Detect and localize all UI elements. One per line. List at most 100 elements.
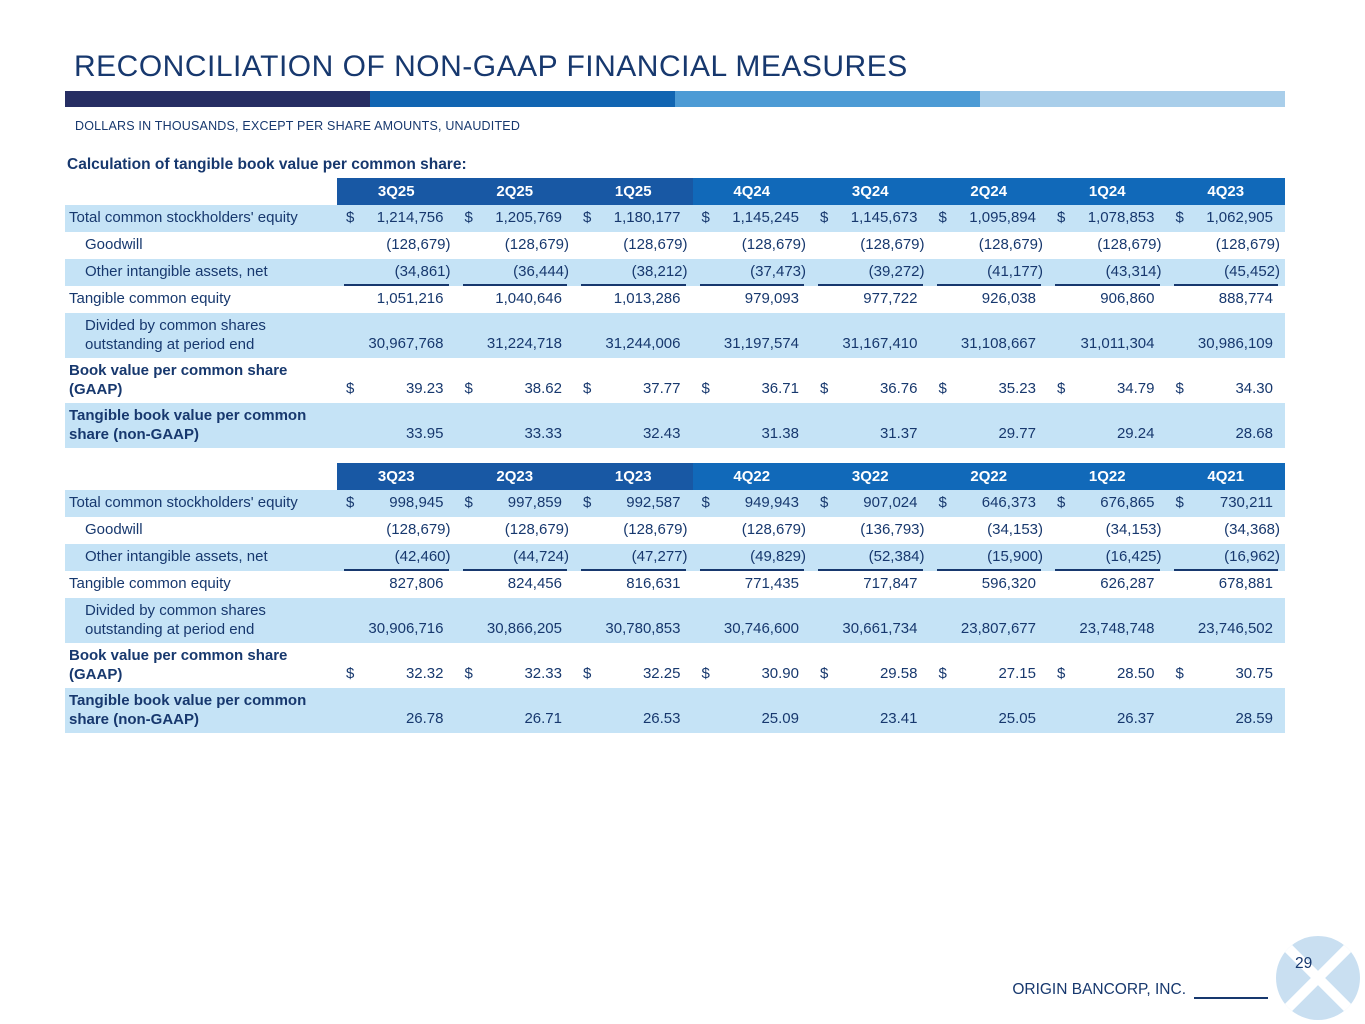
table-row: Tangible common equity 1,051,216 1,040,646… bbox=[65, 286, 1285, 313]
column-header: 3Q25 bbox=[337, 178, 456, 205]
cell-value: 23.41 bbox=[879, 710, 918, 727]
value-cell: $36.71 bbox=[693, 358, 812, 403]
cell-value: 949,943 bbox=[744, 494, 799, 511]
cell-value: (128,679) bbox=[860, 236, 925, 253]
value-cell: (128,679) bbox=[574, 232, 693, 259]
dollar-sign: $ bbox=[346, 209, 355, 226]
cell-value: 824,456 bbox=[507, 575, 562, 592]
value-cell: $646,373 bbox=[930, 490, 1049, 517]
value-cell: (39,272) bbox=[811, 259, 930, 286]
cell-value: (39,272) bbox=[868, 263, 925, 280]
cell-value: (45,452) bbox=[1224, 263, 1280, 280]
cell-value: (36,444) bbox=[513, 263, 569, 280]
column-header: 3Q23 bbox=[337, 463, 456, 490]
row-label: Divided by common shares outstanding at … bbox=[85, 602, 266, 638]
column-header: 1Q25 bbox=[574, 178, 693, 205]
value-cell: 30,780,853 bbox=[574, 598, 693, 643]
footer-line bbox=[1194, 995, 1268, 999]
cell-value: 31,244,006 bbox=[605, 335, 681, 352]
value-cell: 596,320 bbox=[930, 571, 1049, 598]
cell-value: (38,212) bbox=[631, 263, 688, 280]
cell-value: 29.24 bbox=[1116, 425, 1155, 442]
dollar-sign: $ bbox=[1057, 665, 1066, 682]
cell-value: (47,277) bbox=[631, 548, 688, 565]
cell-value: 31,011,304 bbox=[1080, 335, 1155, 352]
value-cell: 626,287 bbox=[1048, 571, 1167, 598]
value-cell: 926,038 bbox=[930, 286, 1049, 313]
cell-value: 30,986,109 bbox=[1197, 335, 1273, 352]
accent-bar bbox=[65, 91, 1285, 107]
column-header: 4Q21 bbox=[1166, 463, 1285, 490]
value-cell: 771,435 bbox=[693, 571, 812, 598]
dollar-sign: $ bbox=[701, 209, 710, 226]
value-cell: (136,793) bbox=[811, 517, 930, 544]
value-cell: $30.90 bbox=[693, 643, 812, 688]
cell-value: (16,962) bbox=[1224, 548, 1280, 565]
cell-value: (128,679) bbox=[386, 236, 451, 253]
cell-value: 979,093 bbox=[744, 290, 799, 307]
table-row: Book value per common share (GAAP) $32.32… bbox=[65, 643, 1285, 688]
cell-value: 34.30 bbox=[1235, 380, 1273, 397]
value-cell: 30,866,205 bbox=[456, 598, 575, 643]
column-header: 2Q25 bbox=[455, 178, 574, 205]
cell-value: 30,780,853 bbox=[605, 620, 681, 637]
dollar-sign: $ bbox=[1057, 494, 1066, 511]
value-cell: 28.59 bbox=[1167, 688, 1286, 733]
cell-value: (41,177) bbox=[987, 263, 1043, 280]
value-cell: 26.71 bbox=[456, 688, 575, 733]
dollar-sign: $ bbox=[583, 494, 592, 511]
value-cell: (128,679) bbox=[693, 232, 812, 259]
value-cell: 30,661,734 bbox=[811, 598, 930, 643]
cell-value: 38.62 bbox=[524, 380, 562, 397]
cell-value: 30,906,716 bbox=[368, 620, 444, 637]
value-cell: 31,244,006 bbox=[574, 313, 693, 358]
value-cell: 26.37 bbox=[1048, 688, 1167, 733]
value-cell: 32.43 bbox=[574, 403, 693, 448]
dollar-sign: $ bbox=[820, 380, 829, 397]
cell-value: 26.37 bbox=[1116, 710, 1155, 727]
value-cell: (34,153) bbox=[930, 517, 1049, 544]
row-label: Total common stockholders' equity bbox=[69, 209, 298, 227]
row-label: Goodwill bbox=[85, 521, 143, 539]
cell-value: 1,078,853 bbox=[1087, 209, 1155, 226]
table-row: Book value per common share (GAAP) $39.23… bbox=[65, 358, 1285, 403]
dollar-sign: $ bbox=[938, 665, 947, 682]
value-cell: 717,847 bbox=[811, 571, 930, 598]
value-cell: 33.33 bbox=[456, 403, 575, 448]
value-cell: $39.23 bbox=[337, 358, 456, 403]
value-cell: $907,024 bbox=[811, 490, 930, 517]
cell-value: 23,748,748 bbox=[1079, 620, 1155, 637]
value-cell: 26.53 bbox=[574, 688, 693, 733]
value-cell: $28.50 bbox=[1048, 643, 1167, 688]
cell-value: (44,724) bbox=[513, 548, 569, 565]
dollar-sign: $ bbox=[1175, 665, 1184, 682]
value-cell: (128,679) bbox=[693, 517, 812, 544]
table-row: Tangible book value per common share (no… bbox=[65, 403, 1285, 448]
value-cell: 824,456 bbox=[456, 571, 575, 598]
value-cell: $998,945 bbox=[337, 490, 456, 517]
value-cell: $676,865 bbox=[1048, 490, 1167, 517]
value-cell: 977,722 bbox=[811, 286, 930, 313]
value-cell: 1,051,216 bbox=[337, 286, 456, 313]
value-cell: $1,205,769 bbox=[456, 205, 575, 232]
cell-value: (128,679) bbox=[623, 236, 688, 253]
row-label: Tangible book value per common share (no… bbox=[69, 692, 307, 728]
cell-value: (34,153) bbox=[1105, 521, 1162, 538]
cell-value: 37.77 bbox=[642, 380, 681, 397]
page-number: 29 bbox=[1295, 955, 1313, 972]
value-cell: (16,425) bbox=[1048, 544, 1167, 571]
cell-value: (128,679) bbox=[741, 521, 806, 538]
value-cell: (128,679) bbox=[930, 232, 1049, 259]
dollar-sign: $ bbox=[820, 665, 829, 682]
accent-bar-segment bbox=[370, 91, 675, 107]
value-cell: $27.15 bbox=[930, 643, 1049, 688]
dollar-sign: $ bbox=[938, 209, 947, 226]
cell-value: 717,847 bbox=[863, 575, 918, 592]
value-cell: 30,906,716 bbox=[337, 598, 456, 643]
cell-value: (43,314) bbox=[1105, 263, 1162, 280]
cell-value: (128,679) bbox=[504, 521, 569, 538]
value-cell: (128,679) bbox=[1048, 232, 1167, 259]
dollar-sign: $ bbox=[583, 209, 592, 226]
value-cell: (128,679) bbox=[456, 232, 575, 259]
